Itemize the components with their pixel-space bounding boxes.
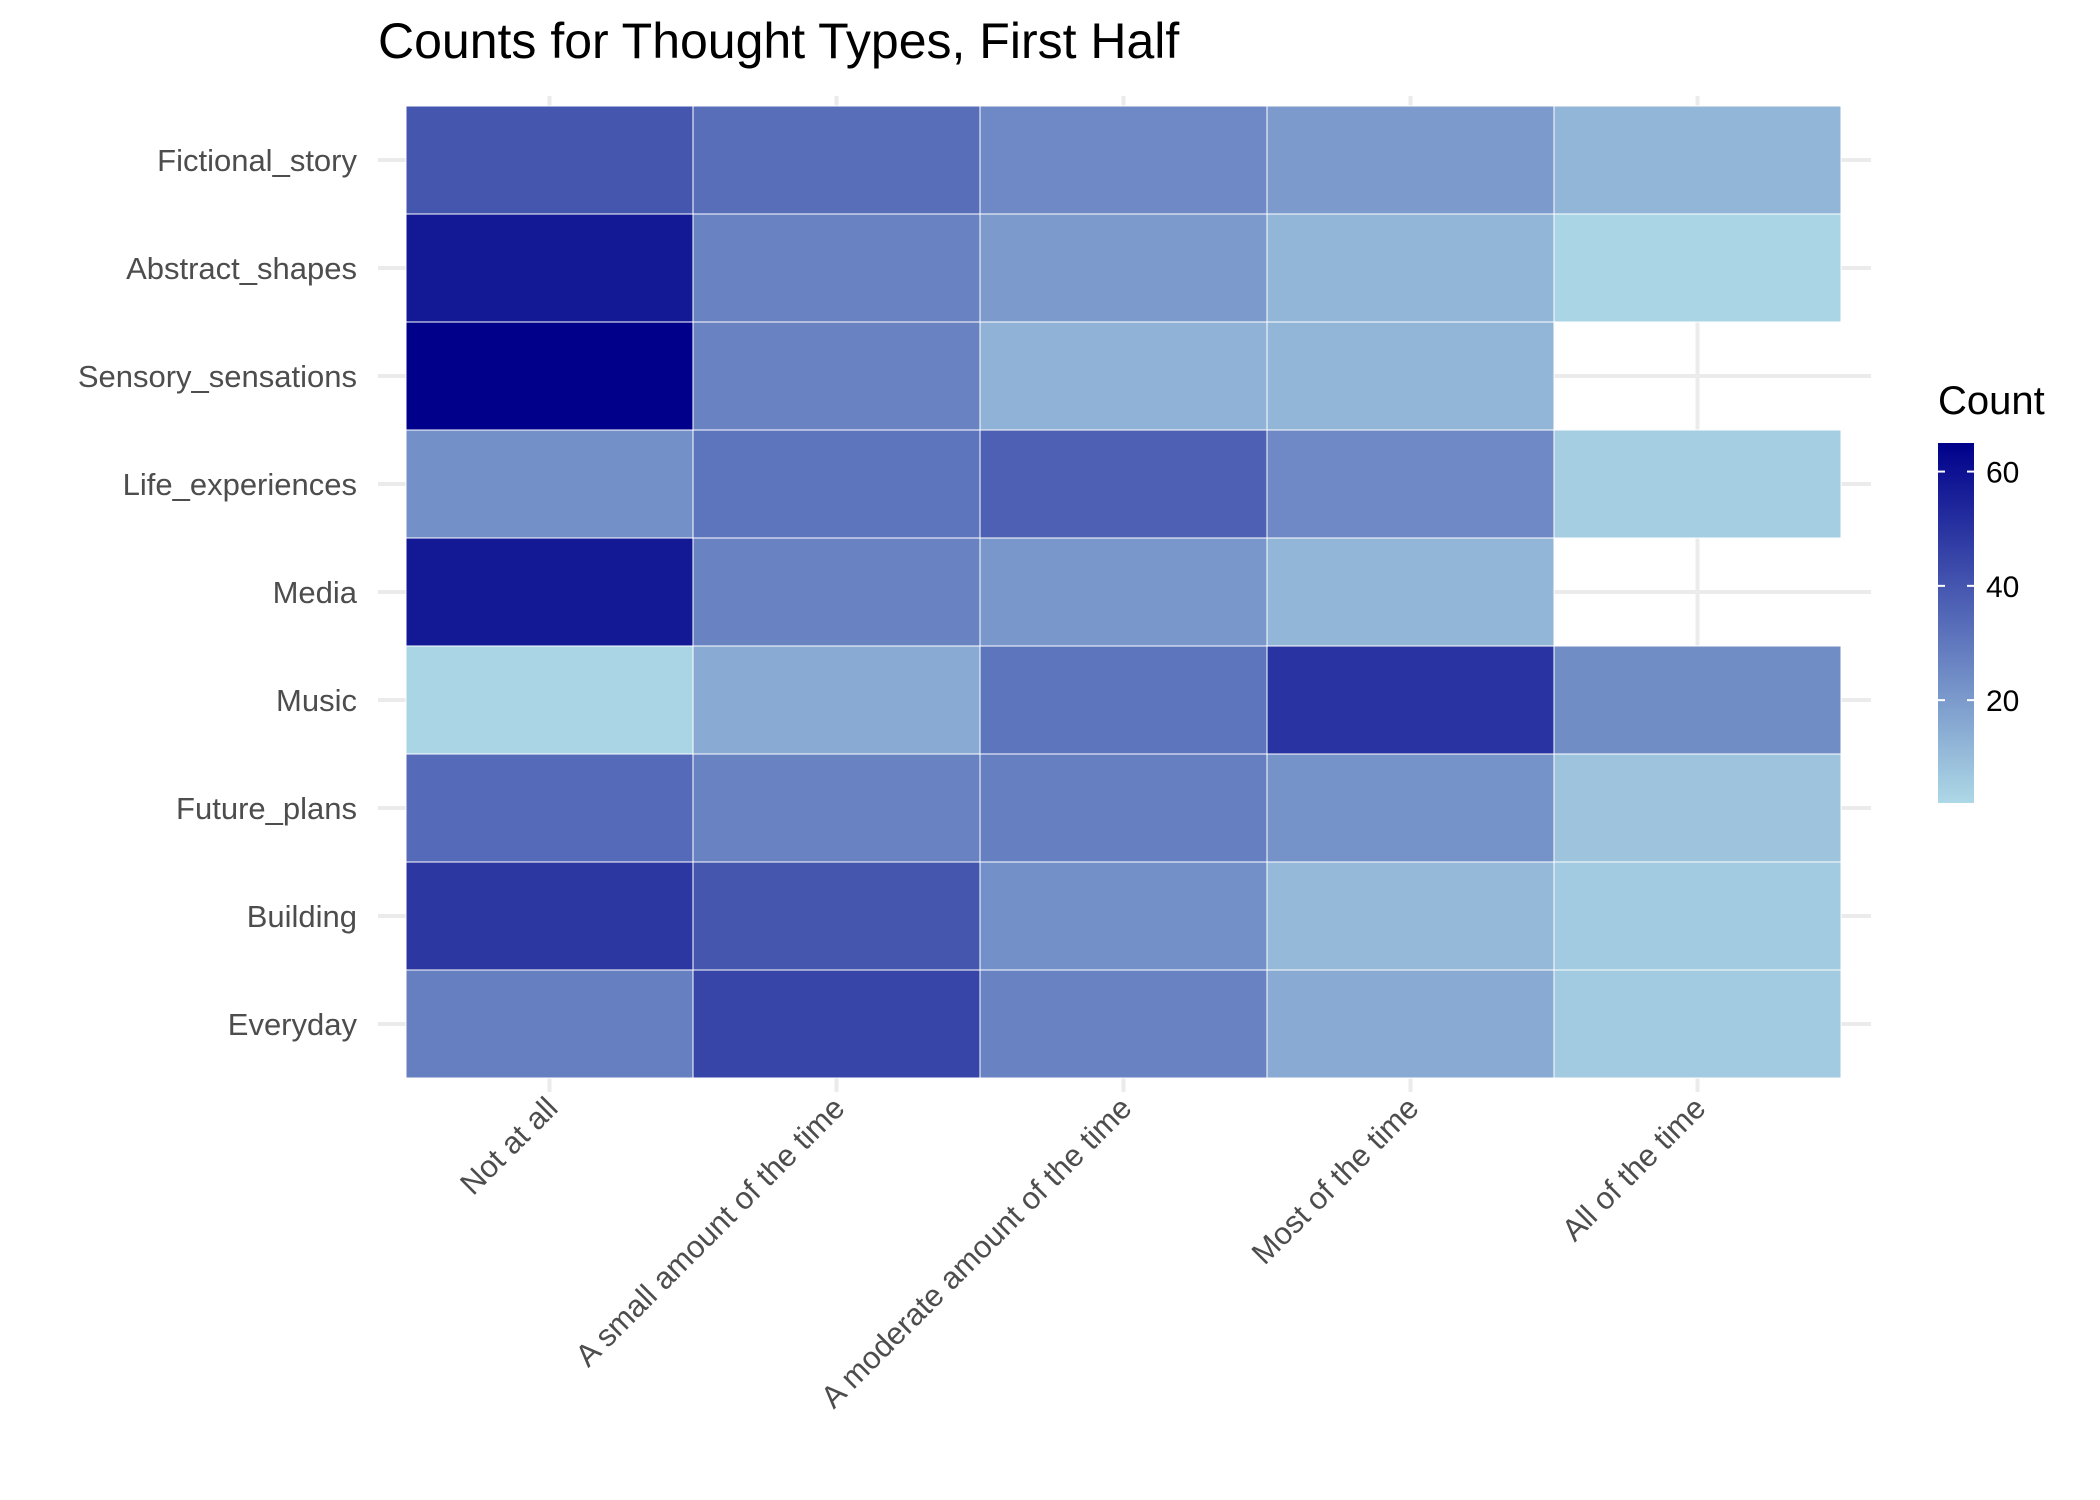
heatmap-cell [1553, 861, 1842, 971]
x-tick-label: Most of the time [1245, 1090, 1426, 1271]
heatmap-cell [692, 753, 981, 863]
heatmap-cell [1266, 969, 1555, 1079]
heatmap-cell [979, 213, 1268, 323]
x-tick-label: A small amount of the time [568, 1090, 851, 1373]
heatmap-cell [1553, 969, 1842, 1079]
legend-title: Count [1938, 379, 2045, 423]
heatmap-cell [979, 105, 1268, 215]
y-tick-labels: Fictional_story Abstract_shapes Sensory_se… [78, 143, 358, 1042]
heatmap-cell [692, 321, 981, 431]
heatmap-cell [1553, 213, 1842, 323]
heatmap-cell [1553, 753, 1842, 863]
x-tick-label: All of the time [1555, 1090, 1713, 1248]
heatmap-cell [979, 537, 1268, 647]
heatmap-cell [1266, 429, 1555, 539]
heatmap-cell [405, 429, 694, 539]
heatmap-cell [692, 645, 981, 755]
heatmap-cells [405, 105, 1842, 1079]
heatmap-cell [692, 105, 981, 215]
heatmap-cell [1266, 645, 1555, 755]
legend: Count 20 40 60 [1938, 379, 2045, 803]
heatmap-cell [1266, 321, 1555, 431]
y-tick-label: Future_plans [176, 791, 357, 826]
heatmap-cell [1266, 861, 1555, 971]
heatmap-cell [1266, 537, 1555, 647]
heatmap-cell [1266, 753, 1555, 863]
heatmap-cell [1266, 105, 1555, 215]
heatmap-cell [405, 753, 694, 863]
y-tick-label: Media [273, 575, 358, 610]
y-tick-label: Everyday [228, 1007, 358, 1042]
y-tick-label: Music [276, 683, 357, 718]
legend-tick-label: 40 [1986, 571, 2019, 604]
heatmap-cell [692, 861, 981, 971]
x-tick-label: Not at all [453, 1090, 564, 1201]
heatmap-cell [1266, 213, 1555, 323]
heatmap-cell [405, 321, 694, 431]
heatmap-cell [692, 537, 981, 647]
heatmap-cell [692, 213, 981, 323]
heatmap-cell [1553, 429, 1842, 539]
heatmap-cell [405, 645, 694, 755]
heatmap-cell [979, 861, 1268, 971]
heatmap-cell [979, 321, 1268, 431]
legend-tick-label: 60 [1986, 457, 2019, 490]
y-tick-label: Life_experiences [123, 467, 357, 502]
y-tick-label: Sensory_sensations [78, 359, 357, 394]
y-tick-label: Fictional_story [157, 143, 357, 178]
heatmap-cell [405, 861, 694, 971]
heatmap-cell [979, 969, 1268, 1079]
heatmap-cell [979, 429, 1268, 539]
heatmap-cell [692, 969, 981, 1079]
heatmap-cell [405, 213, 694, 323]
x-tick-label: A moderate amount of the time [814, 1090, 1138, 1414]
y-tick-label: Abstract_shapes [126, 251, 357, 286]
y-tick-label: Building [247, 899, 357, 934]
heatmap-cell [405, 969, 694, 1079]
legend-colorbar [1938, 443, 1974, 803]
heatmap-cell [405, 105, 694, 215]
heatmap-cell [1553, 105, 1842, 215]
chart-title: Counts for Thought Types, First Half [378, 13, 1179, 69]
heatmap-cell [1553, 645, 1842, 755]
heatmap-cell [979, 753, 1268, 863]
legend-tick-label: 20 [1986, 685, 2019, 718]
heatmap-cell [405, 537, 694, 647]
heatmap-cell [692, 429, 981, 539]
heatmap-cell [979, 645, 1268, 755]
